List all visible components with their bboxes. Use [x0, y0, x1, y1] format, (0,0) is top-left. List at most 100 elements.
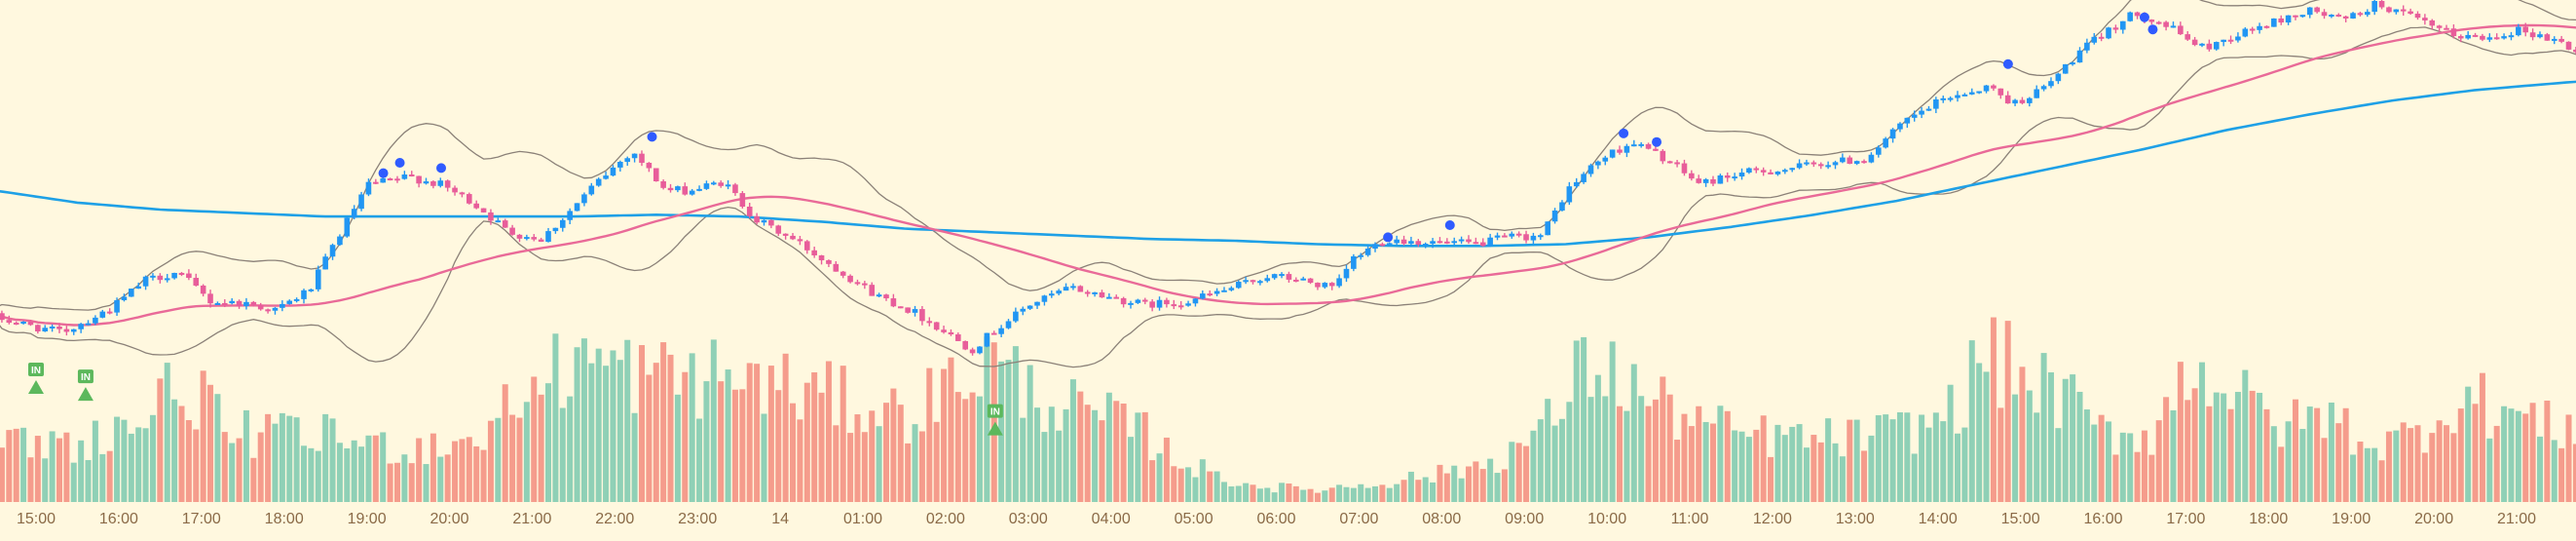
- volume-bar: [2062, 378, 2069, 502]
- candle-body: [2408, 11, 2413, 15]
- candle-body: [164, 278, 170, 281]
- candle-body: [941, 329, 947, 332]
- candle-body: [344, 217, 351, 237]
- volume-bar: [754, 364, 761, 502]
- candle-body: [2573, 49, 2576, 53]
- candle-body: [2480, 35, 2485, 40]
- volume-bar: [1709, 423, 1716, 502]
- candle-body: [488, 212, 494, 221]
- candle-body: [1415, 241, 1422, 246]
- volume-bar: [272, 423, 279, 502]
- candle-body: [2120, 20, 2126, 30]
- candle-body: [229, 300, 235, 304]
- candle-body: [1235, 282, 1242, 289]
- candle-body: [653, 168, 659, 182]
- candle-body: [2112, 27, 2119, 30]
- volume-bar: [2263, 408, 2270, 502]
- volume-bar: [344, 447, 351, 502]
- candle-body: [1696, 178, 1702, 183]
- candle-body: [93, 317, 98, 324]
- volume-bar: [1717, 406, 1724, 502]
- volume-bar: [185, 420, 192, 502]
- candle-body: [538, 239, 544, 243]
- volume-bar: [2221, 393, 2227, 502]
- volume-bar: [1630, 364, 1637, 502]
- volume-bar: [393, 462, 400, 502]
- candle-body: [452, 187, 458, 193]
- volume-bar: [1336, 484, 1343, 502]
- candle-body: [2048, 81, 2054, 87]
- candle-body: [221, 302, 228, 305]
- candle-body: [1933, 99, 1939, 109]
- candle-body: [1092, 291, 1098, 294]
- volume-bar: [2385, 431, 2392, 502]
- candle-body: [1955, 95, 1960, 98]
- volume-bar: [941, 368, 948, 502]
- volume-bar: [1407, 471, 1414, 502]
- volume-bar: [1322, 490, 1328, 502]
- volume-bar: [2148, 454, 2155, 502]
- candle-body: [2493, 37, 2500, 40]
- candle-body: [373, 181, 379, 184]
- candle-body: [85, 323, 92, 326]
- volume-bar: [1594, 374, 1601, 502]
- volume-bar: [495, 417, 502, 502]
- volume-bar: [1537, 419, 1544, 502]
- x-tick-label: 09:00: [1505, 511, 1544, 527]
- candle-body: [1897, 123, 1903, 130]
- candle-body: [1128, 302, 1134, 305]
- volume-bar: [487, 420, 494, 502]
- volume-bar: [1422, 477, 1429, 502]
- candle-body: [1286, 274, 1292, 280]
- candle-body: [2134, 12, 2141, 17]
- candle-body: [1515, 233, 1522, 236]
- volume-bar: [1602, 396, 1609, 502]
- x-tick-label: 23:00: [678, 511, 717, 527]
- candle-body: [876, 294, 882, 297]
- candle-body: [2299, 15, 2306, 18]
- x-tick-label: 16:00: [99, 511, 138, 527]
- volume-bar: [825, 361, 832, 502]
- candle-body: [142, 276, 149, 287]
- candle-body: [1746, 168, 1752, 174]
- candle-body: [408, 174, 415, 177]
- volume-bar: [1925, 427, 1932, 502]
- candle-body: [1968, 92, 1975, 95]
- candle-body: [2522, 26, 2529, 33]
- candle-body: [1358, 254, 1364, 257]
- candle-body: [1257, 281, 1263, 284]
- volume-bar: [948, 357, 954, 502]
- volume-bar: [128, 433, 134, 502]
- volume-bar: [797, 419, 803, 502]
- volume-bar: [1817, 442, 1824, 502]
- candle-body: [2342, 16, 2349, 19]
- volume-bar: [1199, 459, 1206, 502]
- volume-bar: [2558, 447, 2565, 502]
- candle-body: [114, 299, 120, 313]
- volume-bar: [1645, 406, 1652, 502]
- volume-bar: [1099, 420, 1105, 502]
- volume-bar: [365, 435, 372, 502]
- candle-body: [129, 289, 134, 297]
- candle-body: [2199, 43, 2205, 46]
- volume-bar: [2544, 400, 2551, 502]
- volume-bar: [1250, 484, 1256, 502]
- candle-body: [897, 306, 904, 309]
- volume-bar: [840, 366, 846, 502]
- volume-bar: [1702, 421, 1709, 502]
- candle-body: [1250, 280, 1256, 283]
- candle-body: [380, 178, 387, 183]
- candle-body: [1027, 305, 1033, 309]
- volume-bar: [1501, 469, 1508, 502]
- volume-bar: [2335, 423, 2342, 502]
- volume-bar: [1141, 411, 1148, 502]
- volume-bar: [2350, 454, 2357, 502]
- volume-bar: [2508, 408, 2515, 502]
- candle-body: [524, 237, 530, 240]
- volume-bar: [1911, 453, 1918, 502]
- candle-body: [962, 340, 969, 350]
- candle-body: [207, 293, 213, 304]
- candle-body: [610, 167, 616, 176]
- candle-body: [1149, 301, 1155, 308]
- volume-bar: [387, 463, 393, 502]
